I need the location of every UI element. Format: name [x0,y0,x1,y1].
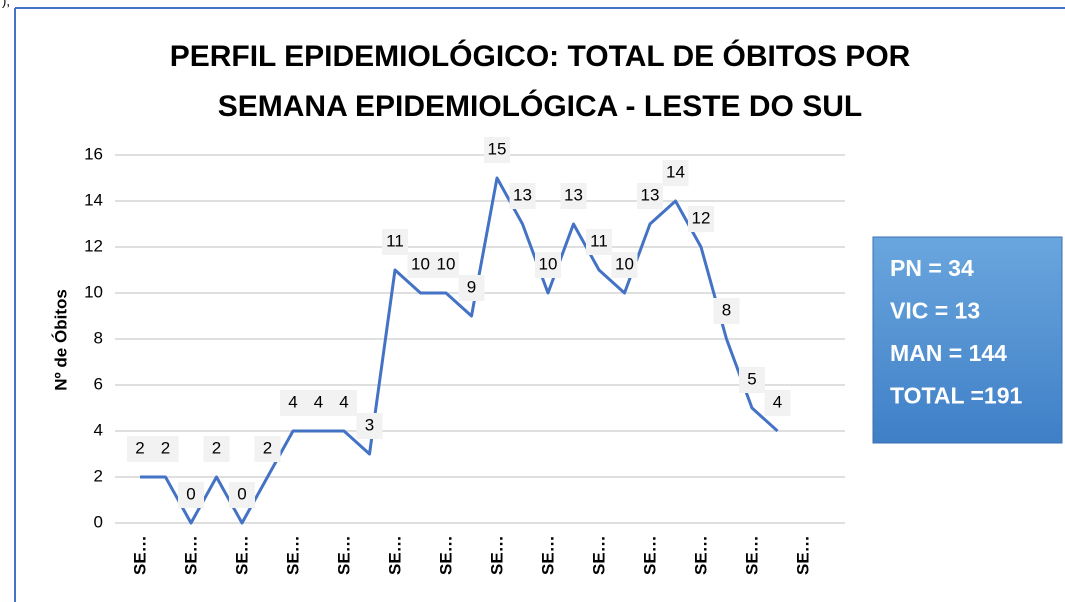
y-tick-label: 14 [84,190,103,209]
x-tick-label: SE… [742,535,761,575]
data-label-bg [739,367,765,393]
data-label-bg [178,482,204,508]
data-label: 8 [722,300,731,319]
data-label-bg [637,183,663,209]
y-tick-label: 12 [84,236,103,255]
data-label-bg [127,436,153,462]
data-label: 11 [386,231,404,250]
data-label-bg [560,183,587,209]
data-label: 3 [365,415,374,434]
annotation: MAN = 144 [890,340,1007,366]
data-label-bg [254,436,281,462]
data-label-bg [484,137,510,163]
data-label: 2 [212,438,221,457]
data-label-bg [229,482,255,508]
corner-text: ), [2,0,10,8]
data-label: 11 [590,231,608,250]
data-label-bg [586,229,612,255]
data-label-bg [611,252,638,278]
data-label: 9 [467,277,476,296]
data-label-bg [713,298,740,324]
chart-title: SEMANA EPIDEMIOLÓGICA - LESTE DO SUL [218,89,862,123]
data-label-bg [280,390,306,416]
data-label: 12 [692,208,711,227]
data-label-bg [662,160,689,186]
data-label: 5 [747,369,756,388]
data-label: 15 [488,139,507,158]
data-label-bg [764,390,791,416]
data-label-bg [305,390,332,416]
x-tick-label: SE… [436,535,455,575]
data-label-bg [458,275,485,301]
y-tick-label: 0 [94,512,103,531]
data-label-bg [203,436,230,462]
data-label: 13 [564,185,583,204]
annotation: TOTAL =191 [890,383,1023,409]
x-tick-label: SE… [691,535,710,575]
data-label: 13 [513,185,532,204]
data-label: 2 [161,438,170,457]
x-tick-label: SE… [334,535,353,575]
x-tick-label: SE… [130,535,149,575]
data-label-bg [433,252,459,278]
annotation: PN = 34 [890,255,974,281]
y-tick-label: 4 [94,420,103,439]
data-label-bg [535,252,561,278]
data-label: 0 [186,484,195,503]
data-label: 14 [666,162,685,181]
annotation-box [872,236,1063,444]
data-label: 4 [773,392,782,411]
x-tick-label: SE… [385,535,404,575]
data-label: 10 [539,254,558,273]
x-tick-label: SE… [283,535,302,575]
chart-title: PERFIL EPIDEMIOLÓGICO: TOTAL DE ÓBITOS P… [170,39,911,73]
y-tick-label: 10 [84,282,103,301]
data-label-bg [509,183,536,209]
y-tick-label: 8 [94,328,103,347]
x-tick-label: SE… [640,535,659,575]
y-tick-label: 6 [94,374,103,393]
x-tick-label: SE… [589,535,608,575]
y-axis-label: Nº de Óbitos [51,289,70,391]
y-tick-label: 2 [94,466,103,485]
data-label: 0 [237,484,246,503]
data-label-bg [382,229,408,255]
data-label-bg [688,206,714,232]
data-label: 4 [314,392,323,411]
x-tick-label: SE… [232,535,251,575]
data-label: 13 [641,185,660,204]
x-tick-label: SE… [181,535,200,575]
series-line [140,176,779,525]
data-label: 2 [263,438,272,457]
y-tick-label: 16 [84,144,103,163]
data-label: 2 [135,438,144,457]
data-label-bg [407,252,434,278]
data-label: 4 [288,392,297,411]
data-label: 10 [437,254,456,273]
data-label-bg [356,413,383,439]
x-tick-label: SE… [487,535,506,575]
annotation: VIC = 13 [890,298,980,324]
data-label: 4 [339,392,348,411]
x-tick-label: SE… [793,535,812,575]
data-label: 10 [615,254,634,273]
data-label-bg [331,390,357,416]
x-tick-label: SE… [538,535,557,575]
data-label: 10 [411,254,430,273]
data-label-bg [152,436,179,462]
